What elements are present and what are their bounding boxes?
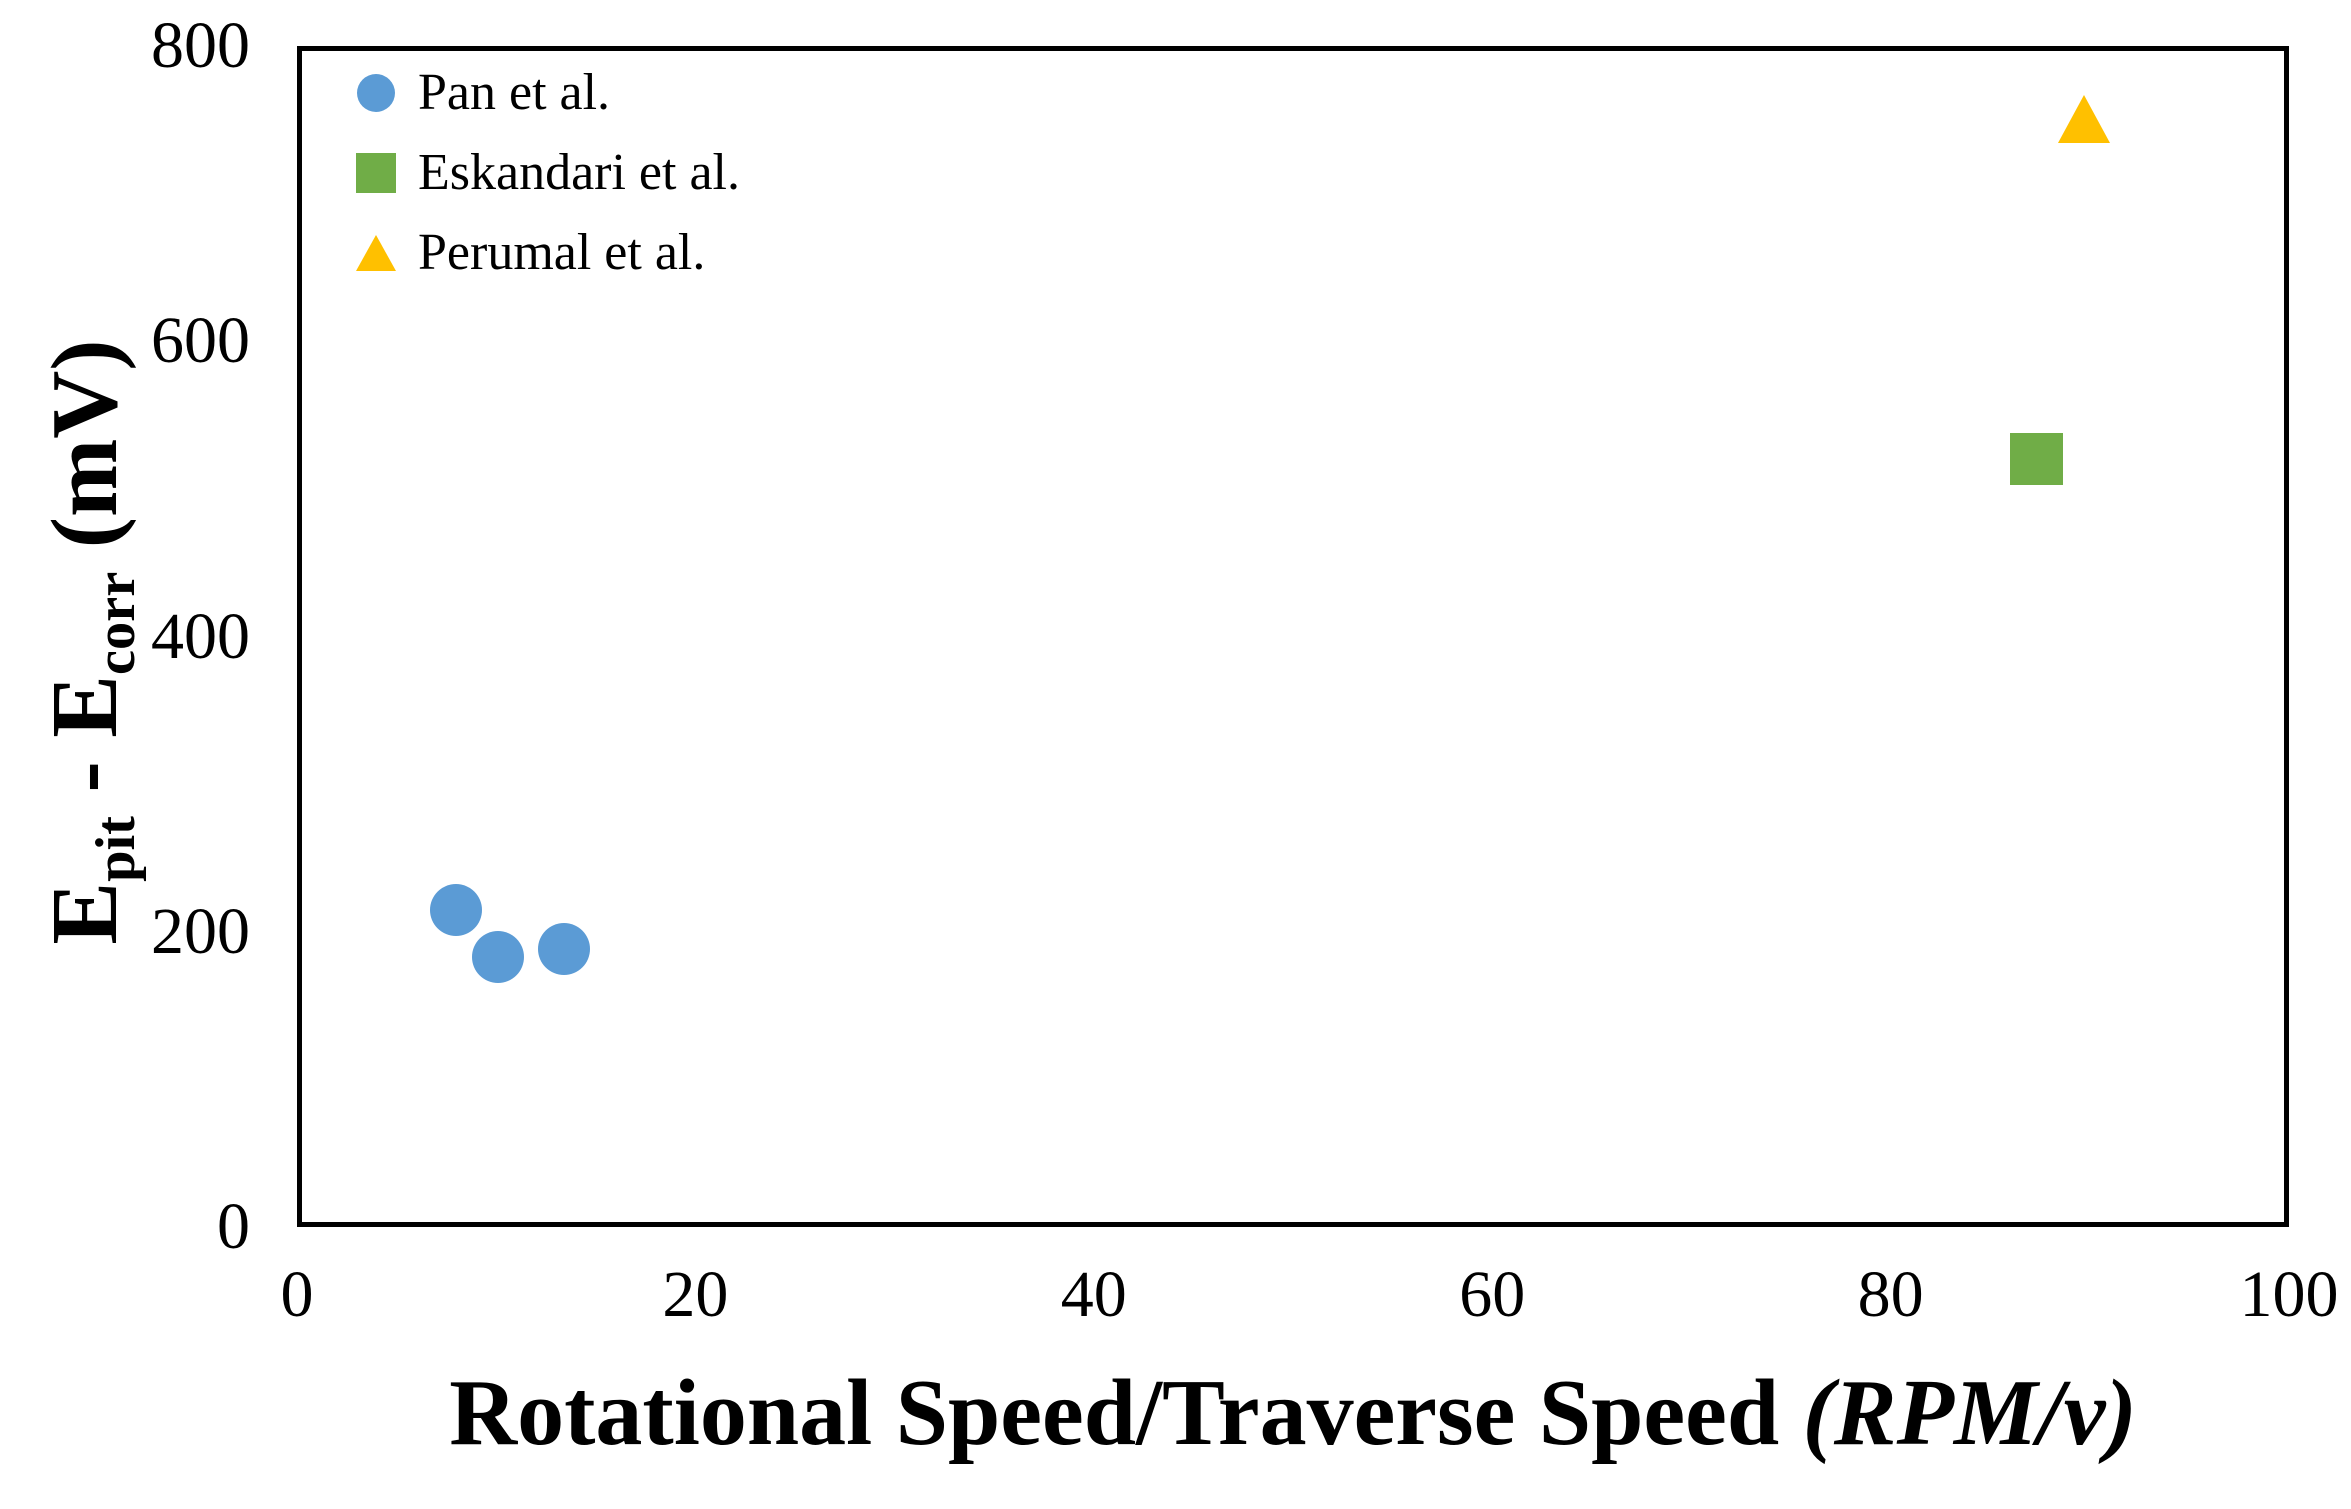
data-point-circle-icon [537,923,590,976]
legend-marker-box [352,153,400,193]
legend-label: Perumal et al. [418,224,706,281]
legend-item: Eskandari et al. [352,138,740,208]
data-point-circle-icon [472,930,525,983]
legend-square-icon [356,153,396,193]
x-tick-label: 100 [2239,1258,2339,1331]
legend-marker-box [352,235,400,271]
legend: Pan et al. Eskandari et al. Perumal et al. [352,58,740,298]
y-tick-label: 800 [151,9,250,82]
axis-title-segment: - E [33,675,137,817]
legend-item: Perumal et al. [352,218,740,288]
y-tick-label: 200 [151,894,250,968]
legend-triangle-icon [356,235,396,271]
data-point-triangle-icon [2057,94,2110,143]
legend-label: Eskandari et al. [418,144,740,201]
plot-area [297,46,2289,1227]
axis-title-segment: (mV) [33,339,137,572]
axis-title-segment: pit [85,816,148,882]
axis-title-segment: Rotational Speed/Traverse Speed [449,1361,1803,1465]
data-point-square-icon [2010,433,2064,486]
legend-circle-icon [357,74,395,112]
x-tick-label: 0 [280,1258,314,1331]
x-tick-label: 80 [1857,1258,1924,1331]
x-tick-label: 40 [1060,1258,1127,1331]
y-axis-title: Epit - Ecorr (mV) [25,42,148,1242]
axis-title-segment: (RPM/v) [1802,1361,2137,1465]
y-tick-label: 600 [151,304,250,378]
y-tick-label: 0 [217,1190,250,1263]
axis-title-segment: corr [85,571,148,676]
data-point-circle-icon [430,883,483,936]
axis-title-segment: E [33,881,137,945]
legend-item: Pan et al. [352,58,740,128]
y-tick-label: 400 [151,599,250,673]
legend-marker-box [352,74,400,112]
legend-label: Pan et al. [418,64,611,121]
x-axis-title: Rotational Speed/Traverse Speed (RPM/v) [297,1352,2289,1474]
x-tick-label: 20 [662,1258,729,1331]
x-tick-label: 60 [1459,1258,1526,1331]
